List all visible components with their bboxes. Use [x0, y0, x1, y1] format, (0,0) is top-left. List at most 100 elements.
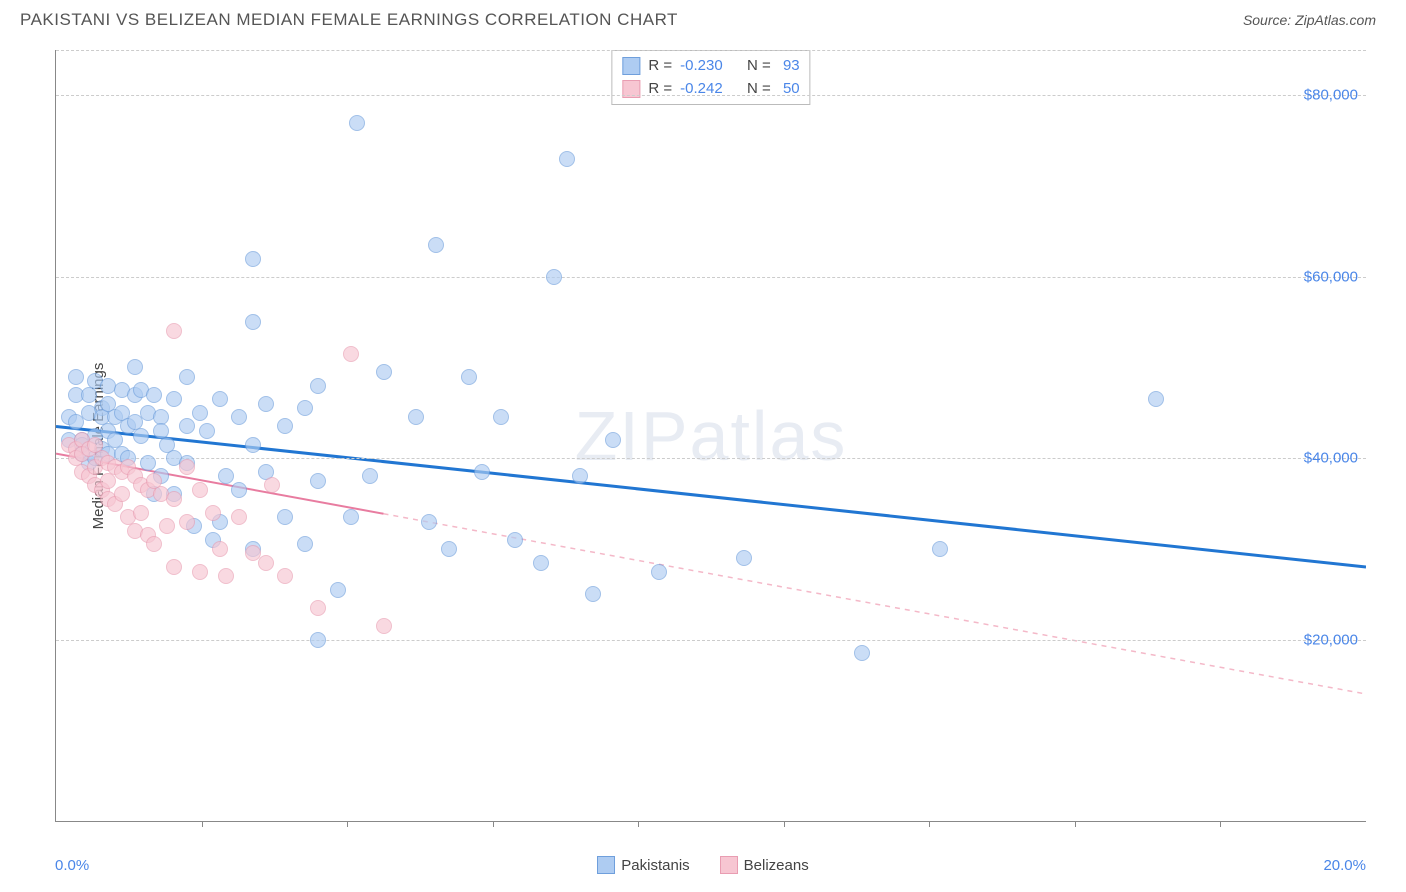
data-point: [245, 251, 261, 267]
data-point: [218, 568, 234, 584]
data-point: [166, 391, 182, 407]
data-point: [166, 491, 182, 507]
data-point: [231, 509, 247, 525]
gridline: [56, 95, 1366, 96]
plot-area: ZIPatlas R =-0.230 N = 93R =-0.242 N = 5…: [55, 50, 1366, 822]
chart-title: PAKISTANI VS BELIZEAN MEDIAN FEMALE EARN…: [20, 10, 678, 30]
data-point: [192, 405, 208, 421]
data-point: [114, 486, 130, 502]
data-point: [192, 564, 208, 580]
data-point: [231, 409, 247, 425]
data-point: [474, 464, 490, 480]
y-tick-label: $40,000: [1304, 450, 1358, 467]
correlation-legend: R = -0.230 N = 93 R = -0.242 N = 50: [611, 50, 810, 105]
series-name: Belizeans: [744, 857, 809, 874]
x-tick: [638, 821, 639, 827]
trend-line-dashed: [384, 514, 1367, 694]
data-point: [343, 346, 359, 362]
data-point: [362, 468, 378, 484]
gridline: [56, 640, 1366, 641]
source-label: Source:: [1243, 12, 1295, 28]
data-point: [146, 536, 162, 552]
series-name: Pakistanis: [621, 857, 689, 874]
data-point: [585, 586, 601, 602]
data-point: [421, 514, 437, 530]
legend-r-value: -0.230: [680, 55, 723, 78]
legend-r-value: -0.242: [680, 78, 723, 101]
data-point: [736, 550, 752, 566]
data-point: [343, 509, 359, 525]
data-point: [932, 541, 948, 557]
legend-row: R = -0.230 N = 93: [622, 55, 799, 78]
legend-row: R = -0.242 N = 50: [622, 78, 799, 101]
data-point: [133, 505, 149, 521]
data-point: [1148, 391, 1164, 407]
data-point: [572, 468, 588, 484]
series-legend-item: Belizeans: [720, 856, 809, 874]
y-tick-label: $60,000: [1304, 268, 1358, 285]
data-point: [277, 568, 293, 584]
data-point: [376, 364, 392, 380]
data-point: [349, 115, 365, 131]
legend-r-label: R =: [648, 55, 672, 78]
legend-r-label: R =: [648, 78, 672, 101]
data-point: [507, 532, 523, 548]
data-point: [310, 473, 326, 489]
data-point: [199, 423, 215, 439]
data-point: [330, 582, 346, 598]
x-tick: [202, 821, 203, 827]
trend-lines-layer: [56, 50, 1366, 821]
x-tick: [784, 821, 785, 827]
data-point: [245, 437, 261, 453]
legend-swatch: [597, 856, 615, 874]
legend-swatch: [622, 57, 640, 75]
data-point: [297, 536, 313, 552]
x-tick: [347, 821, 348, 827]
chart-container: PAKISTANI VS BELIZEAN MEDIAN FEMALE EARN…: [10, 10, 1396, 882]
data-point: [133, 428, 149, 444]
x-tick: [929, 821, 930, 827]
legend-n-label: N =: [747, 78, 771, 101]
data-point: [179, 418, 195, 434]
y-tick-label: $80,000: [1304, 87, 1358, 104]
source-attribution: Source: ZipAtlas.com: [1243, 12, 1376, 28]
data-point: [854, 645, 870, 661]
data-point: [258, 396, 274, 412]
data-point: [205, 505, 221, 521]
data-point: [166, 559, 182, 575]
data-point: [212, 541, 228, 557]
series-legend-item: Pakistanis: [597, 856, 689, 874]
legend-swatch: [720, 856, 738, 874]
data-point: [140, 455, 156, 471]
data-point: [277, 509, 293, 525]
data-point: [310, 600, 326, 616]
data-point: [461, 369, 477, 385]
legend-n-value: 50: [779, 78, 800, 101]
header: PAKISTANI VS BELIZEAN MEDIAN FEMALE EARN…: [10, 10, 1396, 40]
data-point: [376, 618, 392, 634]
data-point: [179, 369, 195, 385]
data-point: [441, 541, 457, 557]
data-point: [264, 477, 280, 493]
data-point: [651, 564, 667, 580]
series-legend: Pakistanis Belizeans: [10, 856, 1396, 874]
y-tick-label: $20,000: [1304, 631, 1358, 648]
data-point: [428, 237, 444, 253]
legend-n-value: 93: [779, 55, 800, 78]
data-point: [166, 323, 182, 339]
legend-n-label: N =: [747, 55, 771, 78]
data-point: [493, 409, 509, 425]
x-tick: [493, 821, 494, 827]
data-point: [297, 400, 313, 416]
data-point: [192, 482, 208, 498]
data-point: [258, 555, 274, 571]
data-point: [146, 387, 162, 403]
data-point: [605, 432, 621, 448]
data-point: [81, 387, 97, 403]
x-tick: [1075, 821, 1076, 827]
data-point: [408, 409, 424, 425]
data-point: [245, 314, 261, 330]
x-tick: [1220, 821, 1221, 827]
source-name: ZipAtlas.com: [1295, 12, 1376, 28]
data-point: [231, 482, 247, 498]
